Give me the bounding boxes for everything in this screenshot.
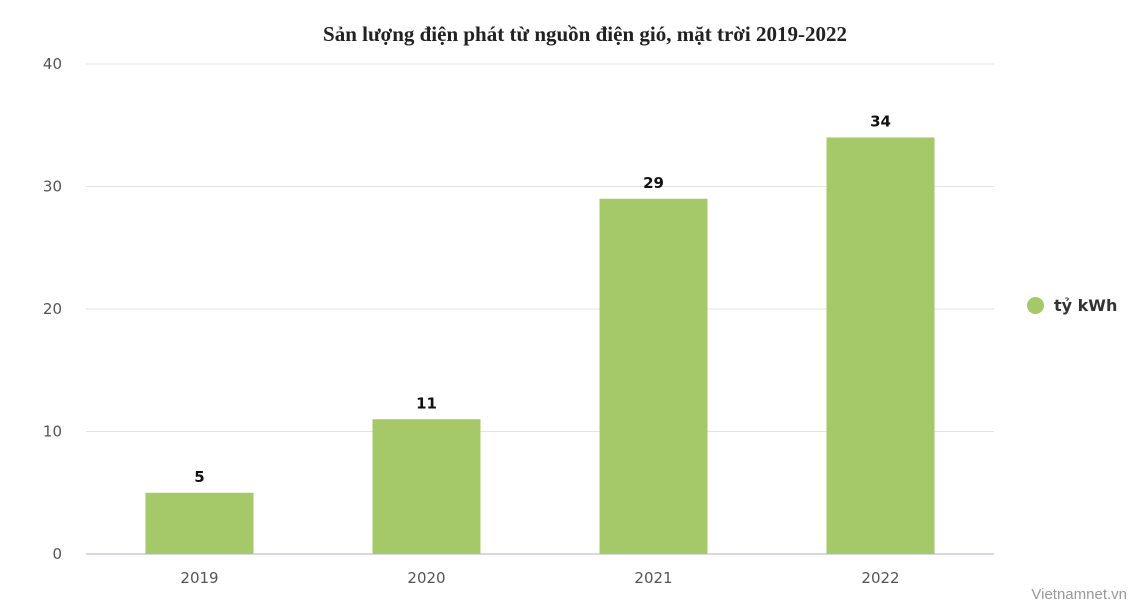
x-tick-label: 2022 <box>861 569 899 587</box>
bar[interactable] <box>372 419 481 554</box>
bar[interactable] <box>826 137 935 555</box>
y-tick-label: 20 <box>43 300 62 318</box>
data-label: 11 <box>416 394 437 412</box>
y-tick-label: 30 <box>43 178 62 196</box>
x-tick-label: 2021 <box>634 569 672 587</box>
legend[interactable]: tỷ kWh <box>1027 296 1117 315</box>
data-label: 5 <box>194 468 204 486</box>
y-tick-label: 40 <box>43 55 62 73</box>
bar[interactable] <box>599 198 708 554</box>
data-label: 34 <box>870 113 891 131</box>
y-tick-label: 0 <box>52 545 62 563</box>
y-tick-label: 10 <box>43 423 62 441</box>
chart-title: Sản lượng điện phát từ nguồn điện gió, m… <box>323 22 847 46</box>
legend-label: tỷ kWh <box>1054 296 1118 315</box>
data-label: 29 <box>643 174 664 192</box>
source-credit: Vietnamnet.vn <box>1031 586 1127 603</box>
x-tick-label: 2020 <box>407 569 445 587</box>
x-tick-label: 2019 <box>180 569 218 587</box>
bar[interactable] <box>145 492 254 554</box>
legend-marker-icon <box>1027 297 1044 314</box>
